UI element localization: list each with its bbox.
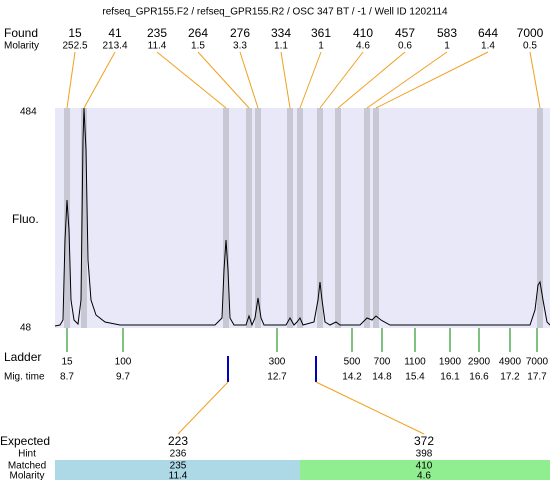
peak-size: 644 (478, 26, 498, 40)
peak-connector (66, 51, 76, 109)
ladder-size: 7000 (526, 357, 549, 368)
found-label: Found (4, 26, 38, 40)
peak-connector (83, 51, 116, 109)
peak-molarity: 1.1 (274, 41, 288, 52)
mig-time: 16.6 (469, 372, 489, 383)
peak-molarity: 1.4 (481, 41, 495, 52)
peak-molarity: 1 (444, 41, 450, 52)
ladder-size: 700 (374, 357, 391, 368)
peak-size: 334 (271, 26, 291, 40)
peak-connector (299, 51, 322, 109)
peak-size: 361 (311, 26, 331, 40)
expected-connector (177, 381, 229, 435)
expected-label: Expected (0, 434, 50, 448)
peak-connector (319, 51, 364, 109)
peak-band (537, 108, 543, 328)
ladder-size: 15 (61, 357, 73, 368)
peak-size: 264 (188, 26, 208, 40)
ladder-size: 100 (115, 357, 132, 368)
peak-size: 410 (353, 26, 373, 40)
mig-time-label: Mig. time (4, 372, 45, 383)
peak-connector (156, 51, 227, 109)
molarity-label: Molarity (4, 41, 39, 52)
peak-size: 457 (395, 26, 415, 40)
hint-size: 236 (170, 449, 187, 460)
y-tick-label: 484 (20, 107, 37, 118)
matched-size: 410 (416, 461, 433, 472)
peak-connector (366, 51, 448, 109)
hint-size: 398 (416, 449, 433, 460)
peak-band (81, 108, 87, 328)
mig-time: 16.1 (440, 372, 460, 383)
peak-molarity: 1 (318, 41, 324, 52)
ladder-size: 2900 (468, 357, 491, 368)
peak-molarity: 1.5 (191, 41, 205, 52)
peak-molarity: 4.6 (356, 41, 370, 52)
ladder-label: Ladder (4, 350, 41, 364)
ladder-size: 1100 (404, 357, 426, 368)
peak-band (287, 108, 293, 328)
peak-band (223, 108, 229, 328)
peak-band (373, 108, 379, 328)
peak-molarity: 0.6 (398, 41, 412, 52)
mig-time: 9.7 (116, 372, 130, 383)
peak-connector (375, 51, 489, 109)
peak-molarity: 213.4 (102, 41, 127, 52)
mig-time: 17.7 (527, 372, 547, 383)
peak-molarity: 0.5 (523, 41, 537, 52)
peak-band (317, 108, 323, 328)
peak-molarity: 3.3 (233, 41, 247, 52)
peak-band (255, 108, 261, 328)
expected-size: 372 (414, 434, 434, 448)
ladder-size: 500 (344, 357, 361, 368)
trace (54, 107, 550, 327)
peak-connector (529, 51, 541, 109)
peak-connector (197, 51, 250, 109)
peak-connector (280, 51, 291, 109)
y-tick-label: 48 (20, 323, 32, 334)
peak-molarity: 11.4 (148, 41, 167, 52)
peak-size: 235 (147, 26, 167, 40)
peak-connector (337, 51, 406, 109)
peak-band (297, 108, 303, 328)
ladder-size: 4900 (499, 357, 522, 368)
expected-size: 223 (168, 434, 188, 448)
peak-size: 276 (230, 26, 250, 40)
matched-molarity: 4.6 (417, 471, 431, 480)
matched-molarity: 11.4 (169, 471, 188, 480)
matched-size: 235 (170, 461, 187, 472)
band-2-bg (300, 460, 550, 480)
mig-time: 12.7 (267, 372, 287, 383)
ladder-size: 1900 (439, 357, 462, 368)
peak-band (64, 108, 70, 328)
peak-band (246, 108, 252, 328)
molarity-row-label: Molarity (9, 471, 44, 480)
mig-time: 15.4 (405, 372, 425, 383)
mig-time: 14.8 (372, 372, 392, 383)
axis-label: Fluo. (12, 212, 39, 226)
peak-band (335, 108, 341, 328)
mig-time: 14.2 (342, 372, 362, 383)
expected-connector (315, 381, 425, 435)
matched-label: Matched (8, 461, 46, 472)
peak-molarity: 252.5 (62, 41, 87, 52)
hint-label: Hint (18, 449, 36, 460)
ladder-size: 300 (269, 357, 286, 368)
peak-size: 15 (68, 26, 82, 40)
peak-size: 41 (108, 26, 122, 40)
mig-time: 17.2 (500, 372, 520, 383)
peak-size: 583 (437, 26, 457, 40)
peak-band (364, 108, 370, 328)
peak-size: 7000 (517, 26, 544, 40)
title: refseq_GPR155.F2 / refseq_GPR155.R2 / OS… (102, 7, 448, 18)
mig-time: 8.7 (60, 372, 74, 383)
peak-connector (239, 51, 259, 109)
band-1-bg (55, 460, 300, 480)
